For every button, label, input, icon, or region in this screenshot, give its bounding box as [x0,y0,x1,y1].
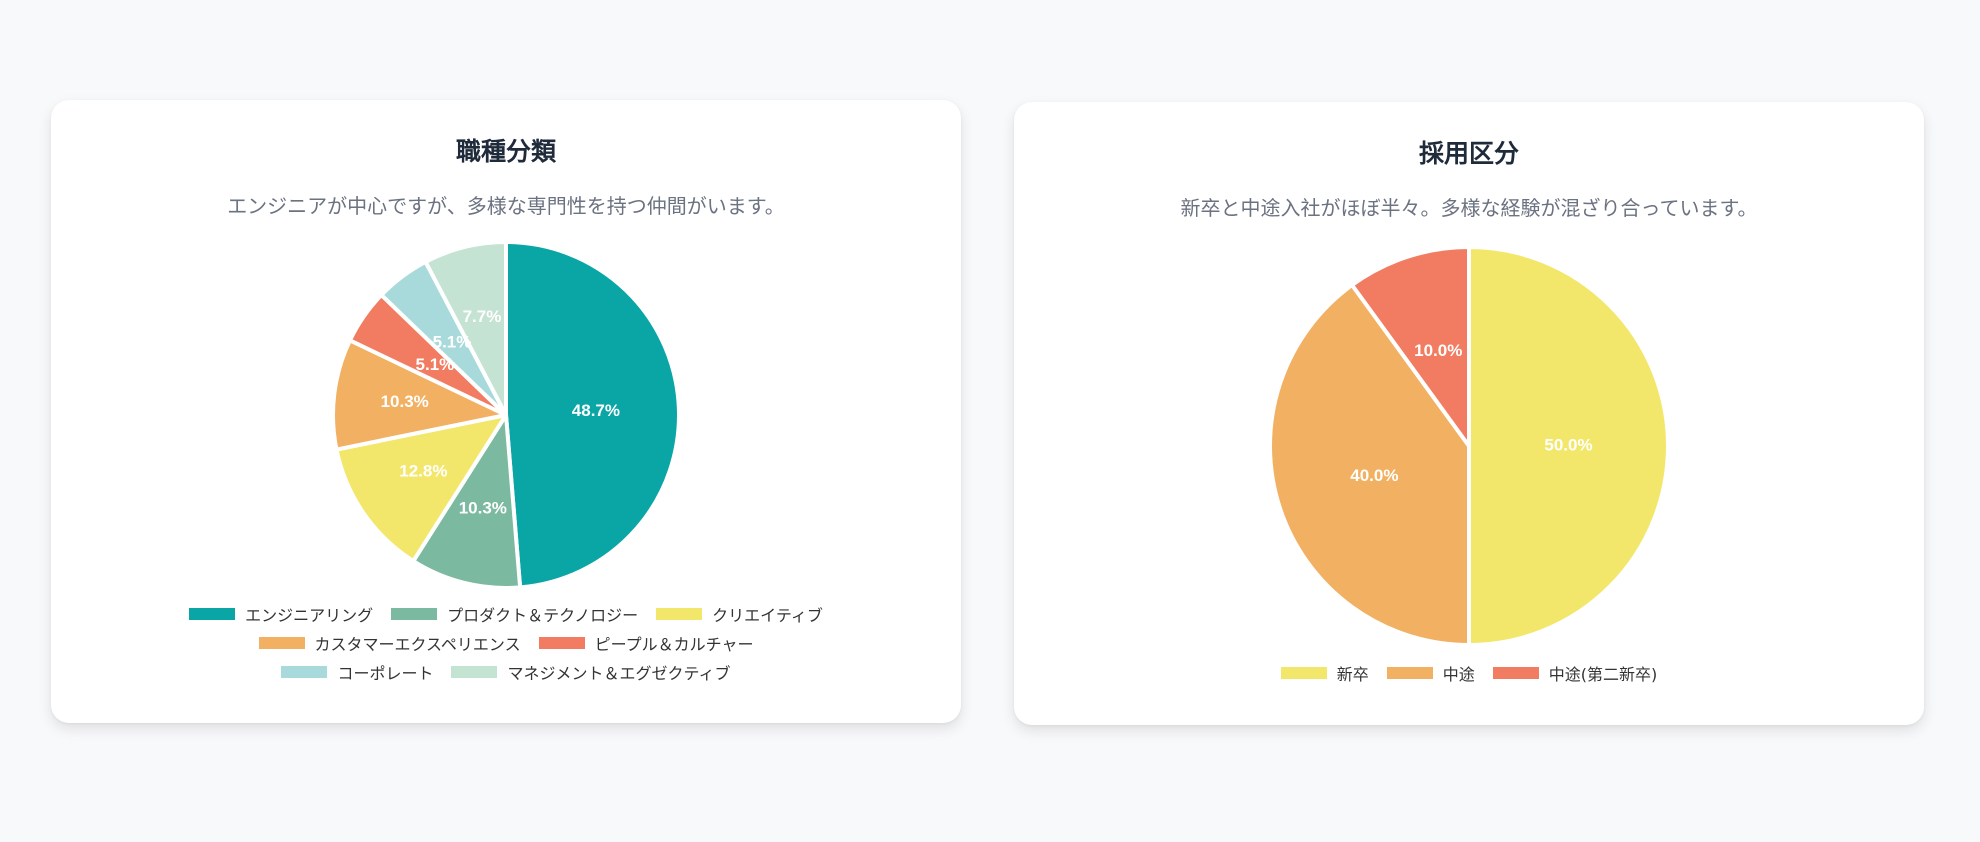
legend-label: カスタマーエクスペリエンス [314,634,521,654]
legend-label: 中途(第二新卒) [1548,664,1658,684]
slice-data-label: 10.3% [459,499,507,518]
chart-subtitle: エンジニアが中心ですが、多様な専門性を持つ仲間がいます。 [227,194,785,218]
legend-label: マネジメント＆エグゼクティブ [507,663,731,683]
slice-data-label: 10.0% [1414,341,1462,360]
hiring-type-card: 採用区分 新卒と中途入社がほぼ半々。多様な経験が混ざり合っています。 50.0%… [1014,102,1924,725]
pie-slice[interactable] [1268,283,1471,647]
legend-swatch [1492,666,1539,679]
legend-item[interactable]: 新卒 [1280,663,1369,684]
legend-item[interactable]: コーポレート [281,662,434,683]
pie-slice[interactable] [334,413,508,564]
slice-data-label: 12.8% [399,461,447,480]
chart-title: 職種分類 [455,137,556,166]
legend-swatch [656,607,703,620]
pie-slice[interactable] [423,240,508,417]
slice-data-label: 50.0% [1544,435,1592,454]
legend-item[interactable]: 中途(第二新卒) [1492,663,1658,684]
chart-subtitle: 新卒と中途入社がほぼ半々。多様な経験が混ざり合っています。 [1180,196,1758,220]
job-category-legend: エンジニアリング プロダクト＆テクノロジー クリエイティブカスタマーエクスペリエンス… [51,604,961,683]
legend-swatch [189,607,236,620]
legend-swatch [391,607,438,620]
chart-title: 採用区分 [1418,139,1519,168]
slice-data-label: 5.1% [416,355,455,374]
hiring-type-legend: 新卒 中途 中途(第二新卒) [1014,663,1924,684]
legend-item[interactable]: マネジメント＆エグゼクティブ [451,662,731,683]
legend-label: ピープル＆カルチャー [594,634,754,654]
legend-label: 新卒 [1336,664,1369,684]
legend-item[interactable]: 中途 [1386,663,1475,684]
legend-swatch [538,636,585,649]
slice-data-label: 48.7% [572,401,620,420]
job-category-card: 職種分類 エンジニアが中心ですが、多様な専門性を持つ仲間がいます。 48.7% 1… [51,100,961,723]
pie-slice[interactable] [1467,245,1670,647]
legend-swatch [1386,666,1433,679]
legend-item[interactable]: ピープル＆カルチャー [538,633,754,654]
pie-slice[interactable] [411,413,523,590]
slice-data-label: 5.1% [433,333,472,352]
slice-data-label: 10.3% [381,392,429,411]
pie-slice[interactable] [1350,245,1471,448]
legend-item[interactable]: クリエイティブ [656,604,823,625]
slice-data-label: 40.0% [1350,466,1398,485]
legend-item[interactable]: カスタマーエクスペリエンス [258,633,521,654]
pie-slice[interactable] [504,240,681,590]
legend-label: クリエイティブ [712,605,823,625]
job-category-pie: 48.7% 10.3% 12.8% 10.3% 5.1% 5.1% 7.7% [331,240,681,590]
legend-swatch [281,665,328,678]
legend-label: プロダクト＆テクノロジー [447,605,639,625]
legend-swatch [451,665,498,678]
legend-swatch [1280,666,1327,679]
legend-label: 中途 [1442,664,1475,684]
legend-swatch [258,636,305,649]
hiring-type-pie: 50.0% 40.0% 10.0% [1268,245,1670,647]
pie-slice[interactable] [331,338,508,452]
legend-item[interactable]: プロダクト＆テクノロジー [391,604,639,625]
legend-label: コーポレート [337,663,434,683]
legend-item[interactable]: エンジニアリング [189,604,374,625]
slice-data-label: 7.7% [463,307,502,326]
legend-label: エンジニアリング [245,605,374,625]
